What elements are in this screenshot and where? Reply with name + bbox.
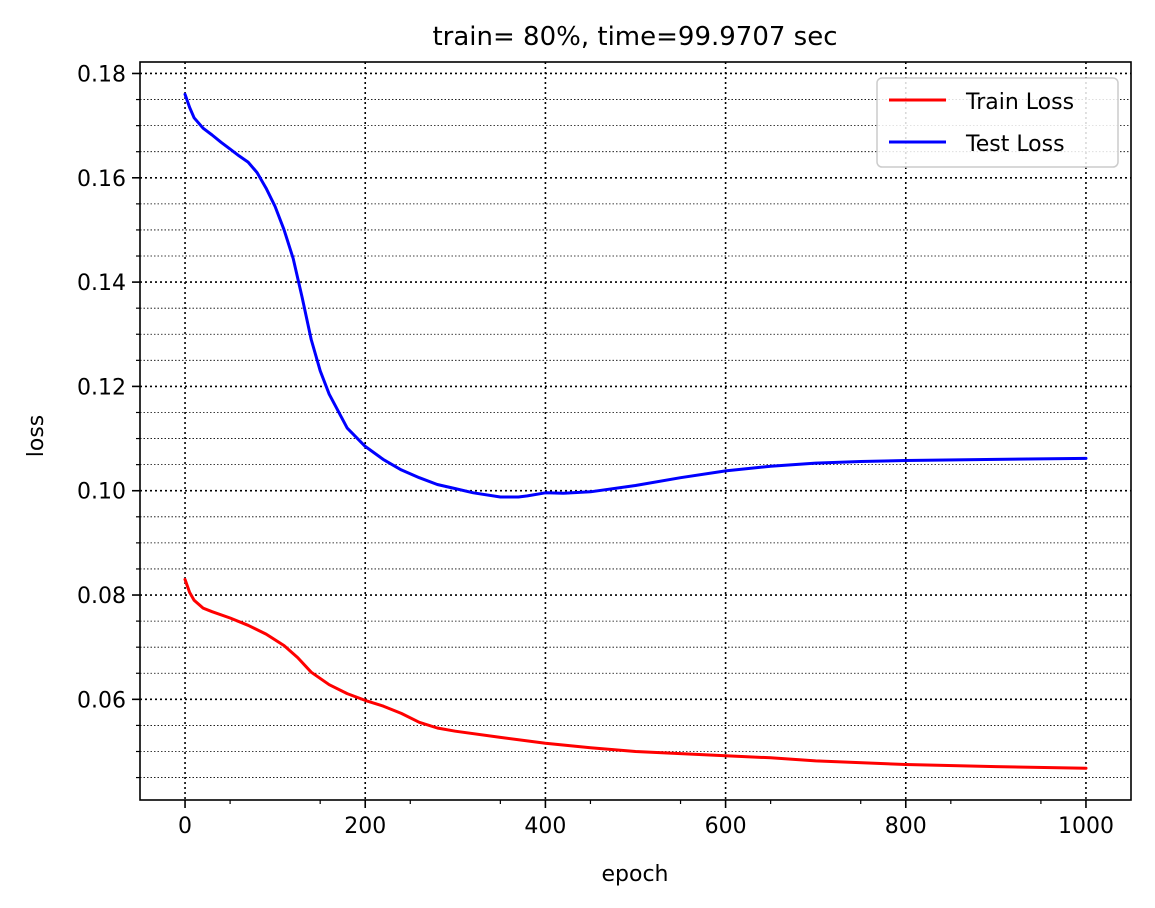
x-tick-label: 200 <box>344 814 386 839</box>
y-tick-label: 0.08 <box>77 584 126 609</box>
x-tick-label: 600 <box>705 814 747 839</box>
legend: Train Loss Test Loss <box>876 77 1119 168</box>
y-axis-label: loss <box>24 415 49 458</box>
y-tick-label: 0.18 <box>77 62 126 87</box>
y-tick-label: 0.10 <box>77 480 126 505</box>
series-line-train-loss <box>183 577 1088 770</box>
x-axis-label: epoch <box>602 862 669 887</box>
y-tick-label: 0.14 <box>77 271 126 296</box>
grid <box>140 62 1131 800</box>
axis-ticks: 0.06 0.08 0.10 0.12 0.14 0.16 0.18 0 200 400 600 80… <box>77 62 1114 839</box>
series-line-test-loss <box>183 92 1088 499</box>
legend-label-train-loss: Train Loss <box>965 90 1074 115</box>
y-tick-label: 0.12 <box>77 375 126 400</box>
x-tick-label: 800 <box>885 814 927 839</box>
x-tick-label: 1000 <box>1058 814 1114 839</box>
y-tick-label: 0.16 <box>77 167 126 192</box>
x-tick-label: 0 <box>178 814 192 839</box>
x-tick-label: 400 <box>524 814 566 839</box>
chart-title: train= 80%, time=99.9707 sec <box>432 22 837 52</box>
plot-lines <box>183 92 1088 770</box>
legend-label-test-loss: Test Loss <box>965 132 1065 157</box>
y-tick-label: 0.06 <box>77 688 126 713</box>
axes-frame <box>139 61 1132 801</box>
